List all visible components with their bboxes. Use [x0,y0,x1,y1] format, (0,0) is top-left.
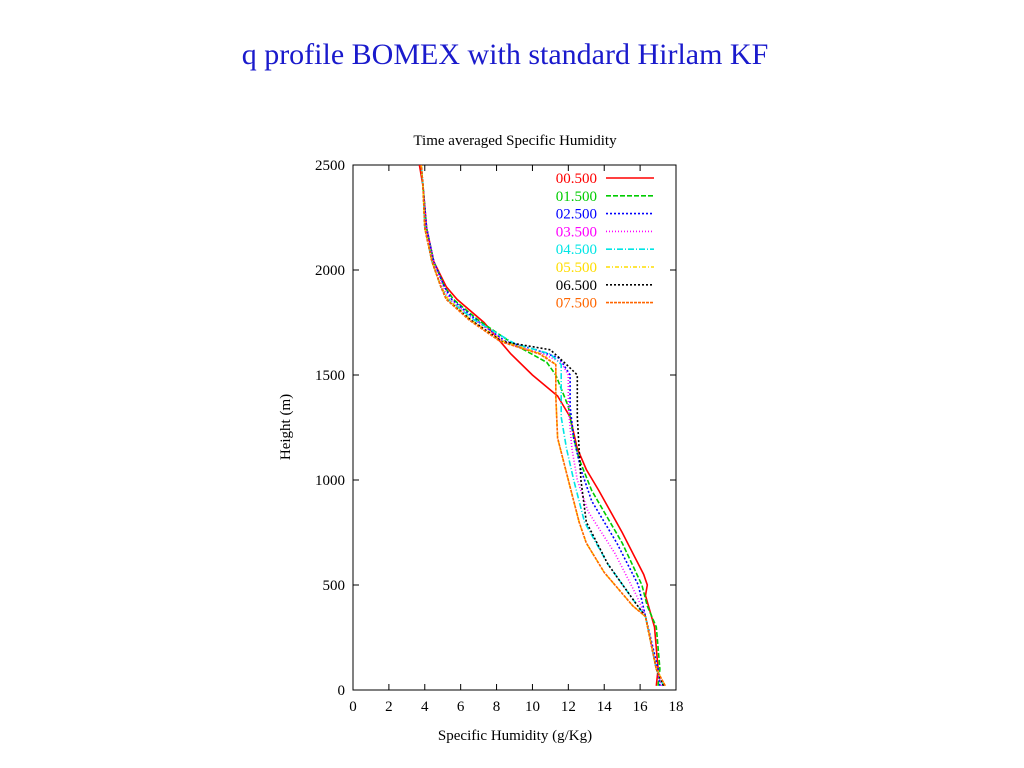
series-line-07.500 [420,164,666,687]
y-tick-label: 2500 [315,158,345,174]
legend-label: 04.500 [556,242,597,258]
series-line-04.500 [420,164,665,687]
legend-label: 03.500 [556,224,597,240]
y-tick-label: 1500 [315,368,345,384]
y-tick-label: 500 [323,578,346,594]
legend-label: 05.500 [556,260,597,276]
y-tick-label: 2000 [315,263,345,279]
x-tick-label: 2 [385,699,393,715]
x-tick-label: 12 [561,699,576,715]
series-layer [418,164,666,687]
legend-label: 06.500 [556,278,597,294]
slide-title: q profile BOMEX with standard Hirlam KF [241,38,769,71]
x-tick-label: 14 [597,699,613,715]
plot-frame [352,164,677,691]
series-line-05.500 [420,164,666,687]
x-axis-label: Specific Humidity (g/Kg) [438,728,592,744]
series-line-01.500 [420,164,661,686]
legend-label: 02.500 [556,207,597,223]
y-tick-label: 0 [338,683,346,699]
legend-label: 07.500 [556,296,597,312]
series-line-03.500 [420,164,663,687]
axis-ticks: 0 2 4 6 8 10 12 14 16 18 0 500 1000 1500 2000 2500 [315,158,684,715]
x-tick-label: 10 [525,699,540,715]
x-tick-label: 8 [493,699,501,715]
series-line-00.500 [418,164,659,686]
y-tick-label: 1000 [315,473,345,489]
series-line-02.500 [420,164,661,686]
legend-label: 01.500 [556,189,597,205]
chart-title: Time averaged Specific Humidity [413,133,617,149]
y-axis-label: Height (m) [278,394,294,460]
x-tick-label: 16 [633,699,649,715]
x-tick-label: 18 [669,699,684,715]
x-tick-label: 4 [421,699,429,715]
x-tick-label: 6 [457,699,465,715]
legend-label: 00.500 [556,171,597,187]
x-tick-label: 0 [349,699,357,715]
series-line-06.500 [420,164,665,687]
